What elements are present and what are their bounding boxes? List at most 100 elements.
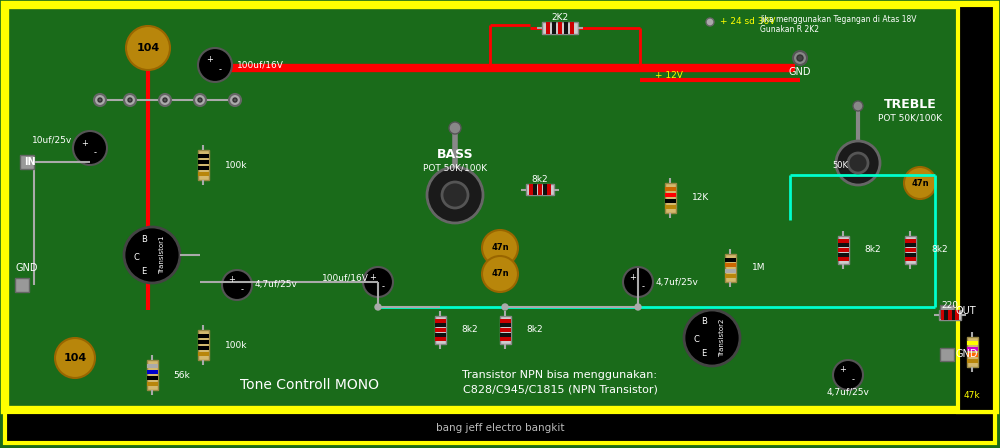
Text: -: - xyxy=(240,285,244,294)
Bar xyxy=(724,258,736,262)
Text: 8k2: 8k2 xyxy=(932,246,948,254)
Circle shape xyxy=(73,131,107,165)
Text: Transistor NPN bisa menggunakan:: Transistor NPN bisa menggunakan: xyxy=(462,370,658,380)
Text: Transistor2: Transistor2 xyxy=(719,319,725,357)
Text: -: - xyxy=(642,283,644,292)
Bar xyxy=(500,319,511,323)
Bar xyxy=(838,253,848,257)
Text: E: E xyxy=(141,267,147,276)
Bar xyxy=(904,248,916,252)
Bar xyxy=(944,310,948,320)
Circle shape xyxy=(623,267,653,297)
Bar xyxy=(526,185,554,195)
Circle shape xyxy=(427,167,483,223)
Text: C: C xyxy=(693,336,699,345)
Circle shape xyxy=(126,26,170,70)
Bar xyxy=(724,269,736,273)
Bar xyxy=(940,305,954,318)
Bar xyxy=(500,333,511,336)
Text: 47n: 47n xyxy=(491,270,509,279)
Bar xyxy=(664,193,676,197)
Bar xyxy=(538,185,542,195)
Bar xyxy=(564,22,568,34)
Text: 10uf/25v: 10uf/25v xyxy=(32,135,72,145)
Bar xyxy=(20,155,34,169)
Bar xyxy=(952,310,956,320)
Circle shape xyxy=(98,98,102,102)
Bar xyxy=(198,150,208,180)
Text: 47k: 47k xyxy=(964,391,980,400)
Bar xyxy=(552,22,556,34)
Bar xyxy=(570,22,574,34)
Circle shape xyxy=(159,94,171,106)
Text: 8k2: 8k2 xyxy=(864,246,881,254)
Text: 8k2: 8k2 xyxy=(532,175,548,184)
Bar xyxy=(198,346,208,350)
Circle shape xyxy=(222,270,252,300)
Text: -: - xyxy=(382,283,384,292)
Text: C828/C945/C1815 (NPN Transistor): C828/C945/C1815 (NPN Transistor) xyxy=(463,385,657,395)
Circle shape xyxy=(793,51,807,65)
Text: 4,7uf/25v: 4,7uf/25v xyxy=(255,280,298,289)
Bar xyxy=(724,254,736,282)
Bar xyxy=(434,319,446,323)
Circle shape xyxy=(853,101,863,111)
Circle shape xyxy=(449,122,461,134)
Circle shape xyxy=(442,182,468,208)
Bar xyxy=(198,172,208,176)
Bar xyxy=(546,22,550,34)
Circle shape xyxy=(848,153,868,173)
Bar xyxy=(434,337,446,341)
Text: 8k2: 8k2 xyxy=(462,326,478,335)
Text: -: - xyxy=(852,375,854,384)
Text: B: B xyxy=(701,318,707,327)
Text: 47n: 47n xyxy=(911,178,929,188)
Bar xyxy=(198,334,208,338)
Text: Tone Controll MONO: Tone Controll MONO xyxy=(240,378,380,392)
Bar xyxy=(434,328,446,332)
Bar xyxy=(146,360,158,390)
Text: E: E xyxy=(701,349,707,358)
Circle shape xyxy=(128,98,132,102)
Bar xyxy=(664,187,676,191)
Bar xyxy=(838,243,848,247)
Bar xyxy=(198,340,208,344)
Bar xyxy=(966,353,978,357)
Text: Gunakan R 2K2: Gunakan R 2K2 xyxy=(760,26,819,34)
Circle shape xyxy=(684,310,740,366)
Text: 8k2: 8k2 xyxy=(526,326,543,335)
Bar xyxy=(966,341,978,345)
Bar xyxy=(724,263,736,267)
Text: POT 50K/100K: POT 50K/100K xyxy=(878,113,942,122)
Text: GND: GND xyxy=(16,263,38,273)
Circle shape xyxy=(94,94,106,106)
Text: Jika menggunakan Tegangan di Atas 18V: Jika menggunakan Tegangan di Atas 18V xyxy=(760,14,916,23)
Text: 220: 220 xyxy=(942,301,958,310)
Bar xyxy=(838,248,848,252)
Bar xyxy=(547,185,551,195)
Text: Transistor1: Transistor1 xyxy=(159,236,165,274)
Bar xyxy=(146,370,158,374)
Circle shape xyxy=(198,48,232,82)
Text: 50K: 50K xyxy=(832,160,848,169)
Text: 1M: 1M xyxy=(752,263,765,272)
Circle shape xyxy=(797,55,803,61)
Text: 100uf/16V: 100uf/16V xyxy=(322,273,369,283)
Bar xyxy=(966,347,978,351)
Bar xyxy=(664,205,676,209)
Bar xyxy=(5,412,995,443)
Bar xyxy=(434,333,446,336)
Bar xyxy=(434,316,446,344)
Text: GND: GND xyxy=(789,67,811,77)
Circle shape xyxy=(55,338,95,378)
Bar xyxy=(939,310,961,320)
Text: B: B xyxy=(141,234,147,244)
Bar xyxy=(966,337,978,367)
Bar xyxy=(529,185,533,195)
Text: 104: 104 xyxy=(63,353,87,363)
Text: +: + xyxy=(207,56,213,65)
Bar xyxy=(904,239,916,243)
Text: 4,7uf/25v: 4,7uf/25v xyxy=(827,388,869,396)
Circle shape xyxy=(124,94,136,106)
Circle shape xyxy=(706,18,714,26)
